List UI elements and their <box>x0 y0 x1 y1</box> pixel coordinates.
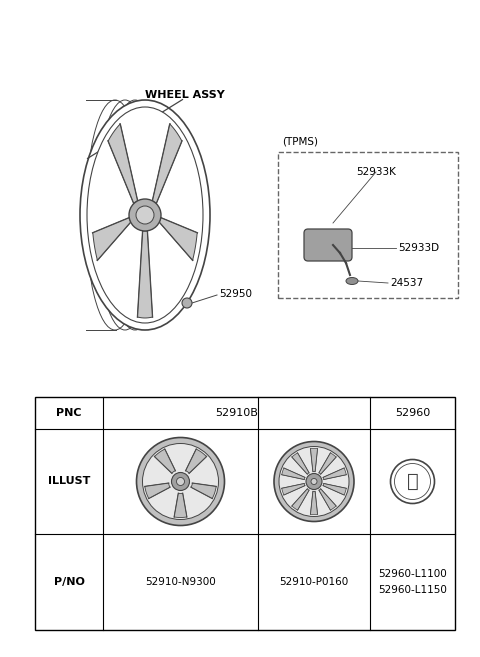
Polygon shape <box>323 484 346 495</box>
Circle shape <box>136 438 225 526</box>
Ellipse shape <box>87 107 203 323</box>
Polygon shape <box>138 231 152 318</box>
Ellipse shape <box>346 277 358 284</box>
Polygon shape <box>319 489 336 510</box>
Circle shape <box>171 472 190 491</box>
Text: 52910B: 52910B <box>215 408 258 418</box>
Ellipse shape <box>136 206 154 224</box>
Ellipse shape <box>129 199 161 231</box>
FancyBboxPatch shape <box>304 229 352 261</box>
Text: 52933D: 52933D <box>398 243 439 253</box>
Polygon shape <box>311 449 317 472</box>
Polygon shape <box>145 483 170 499</box>
Bar <box>278 152 458 298</box>
Circle shape <box>274 442 354 522</box>
Polygon shape <box>282 484 305 495</box>
Polygon shape <box>159 217 197 260</box>
Circle shape <box>143 443 218 520</box>
Text: 52960-L1100: 52960-L1100 <box>378 569 447 579</box>
Polygon shape <box>93 217 131 260</box>
Text: 52910-N9300: 52910-N9300 <box>145 577 216 587</box>
Text: PNC: PNC <box>56 408 82 418</box>
Text: 52960: 52960 <box>395 408 430 418</box>
Polygon shape <box>191 483 216 499</box>
Text: 52950: 52950 <box>219 289 252 299</box>
Circle shape <box>177 478 184 486</box>
Polygon shape <box>282 468 305 480</box>
Bar <box>35 397 455 630</box>
Text: 24537: 24537 <box>390 278 423 288</box>
Circle shape <box>311 478 317 484</box>
Polygon shape <box>153 124 182 204</box>
Ellipse shape <box>80 100 210 330</box>
Polygon shape <box>319 453 336 474</box>
Text: ILLUST: ILLUST <box>48 476 90 486</box>
Polygon shape <box>108 124 137 204</box>
Circle shape <box>182 298 192 308</box>
Polygon shape <box>292 453 309 474</box>
Polygon shape <box>323 468 346 480</box>
Polygon shape <box>311 491 317 514</box>
Text: WHEEL ASSY: WHEEL ASSY <box>145 90 225 100</box>
Text: 52910-P0160: 52910-P0160 <box>279 577 348 587</box>
Text: P/NO: P/NO <box>54 577 84 587</box>
Polygon shape <box>186 449 206 473</box>
Polygon shape <box>155 449 175 473</box>
Circle shape <box>306 474 322 489</box>
Polygon shape <box>292 489 309 510</box>
Text: (TPMS): (TPMS) <box>282 136 318 146</box>
Circle shape <box>279 447 349 516</box>
Polygon shape <box>174 493 187 518</box>
Text: 52933K: 52933K <box>356 167 396 177</box>
Text: 52960-L1150: 52960-L1150 <box>378 585 447 595</box>
Text: ⓗ: ⓗ <box>407 472 419 491</box>
